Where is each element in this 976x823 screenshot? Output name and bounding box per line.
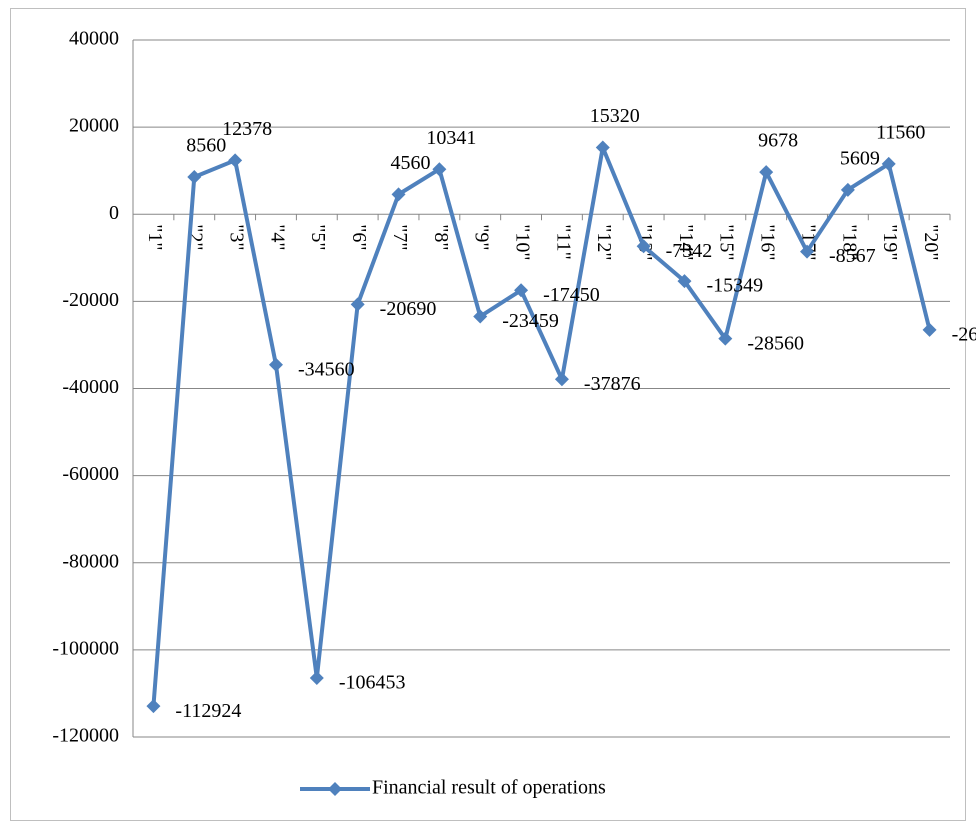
y-tick-label: -120000 [52, 725, 119, 747]
x-tick-label: "16" [757, 224, 779, 260]
point-marker [146, 699, 161, 714]
x-tick-label: "6" [348, 224, 370, 250]
x-tick-label: "1" [144, 224, 166, 250]
point-marker [636, 239, 651, 254]
point-marker [677, 274, 692, 289]
data-label: 10341 [426, 127, 476, 149]
data-label: -37876 [584, 373, 641, 395]
legend-marker [328, 782, 342, 796]
x-tick-label: "15" [716, 224, 738, 260]
point-marker [514, 283, 529, 298]
point-marker [840, 182, 855, 197]
data-label: 9678 [758, 130, 798, 152]
chart-frame [10, 8, 966, 821]
x-tick-label: "19" [879, 224, 901, 260]
point-marker [554, 372, 569, 387]
point-marker [350, 297, 365, 312]
data-label: -8567 [829, 245, 876, 267]
data-label: -28560 [747, 332, 804, 354]
data-label: 11560 [876, 121, 925, 143]
y-tick-label: -80000 [62, 550, 119, 572]
x-tick-label: "8" [430, 224, 452, 250]
point-marker [309, 670, 324, 685]
data-label: -34560 [298, 358, 355, 380]
x-tick-label: "7" [389, 224, 411, 250]
point-marker [718, 331, 733, 346]
point-marker [391, 187, 406, 202]
point-marker [187, 169, 202, 184]
data-label: 15320 [590, 105, 640, 127]
data-label: -23459 [502, 310, 559, 332]
data-label: 12378 [222, 118, 272, 140]
point-marker [432, 162, 447, 177]
point-marker [595, 140, 610, 155]
data-label: -17450 [543, 284, 600, 306]
point-marker [881, 156, 896, 171]
x-tick-label: "4" [266, 224, 288, 250]
point-marker [759, 165, 774, 180]
y-tick-label: 0 [109, 202, 119, 224]
y-tick-label: -60000 [62, 463, 119, 485]
data-label: 5609 [840, 147, 880, 169]
x-tick-label: "12" [593, 224, 615, 260]
point-marker [800, 244, 815, 259]
series-line [151, 145, 932, 707]
x-tick-label: "10" [511, 224, 533, 260]
x-tick-label: "14" [675, 224, 697, 260]
y-tick-label: -20000 [62, 289, 119, 311]
x-tick-label: "5" [307, 224, 329, 250]
y-tick-label: -100000 [52, 637, 119, 659]
data-label: -15349 [706, 275, 763, 297]
y-tick-label: -40000 [62, 376, 119, 398]
x-tick-label: "3" [226, 224, 248, 250]
point-marker [268, 357, 283, 372]
y-tick-label: 40000 [69, 28, 119, 50]
x-tick-label: "18" [838, 224, 860, 260]
x-tick-label: "20" [920, 224, 942, 260]
data-label: -106453 [339, 672, 406, 694]
x-tick-label: "9" [471, 224, 493, 250]
data-label: -26543 [952, 323, 976, 345]
data-label: -20690 [380, 298, 437, 320]
legend-label: Financial result of operations [372, 777, 606, 799]
data-label: 8560 [186, 135, 226, 157]
x-tick-label: "11" [552, 224, 574, 260]
point-marker [922, 322, 937, 337]
y-tick-label: 20000 [69, 115, 119, 137]
data-label: -112924 [175, 700, 241, 722]
point-marker [473, 309, 488, 324]
point-marker [228, 153, 243, 168]
data-label: -7342 [666, 240, 713, 262]
data-label: 4560 [391, 152, 431, 174]
